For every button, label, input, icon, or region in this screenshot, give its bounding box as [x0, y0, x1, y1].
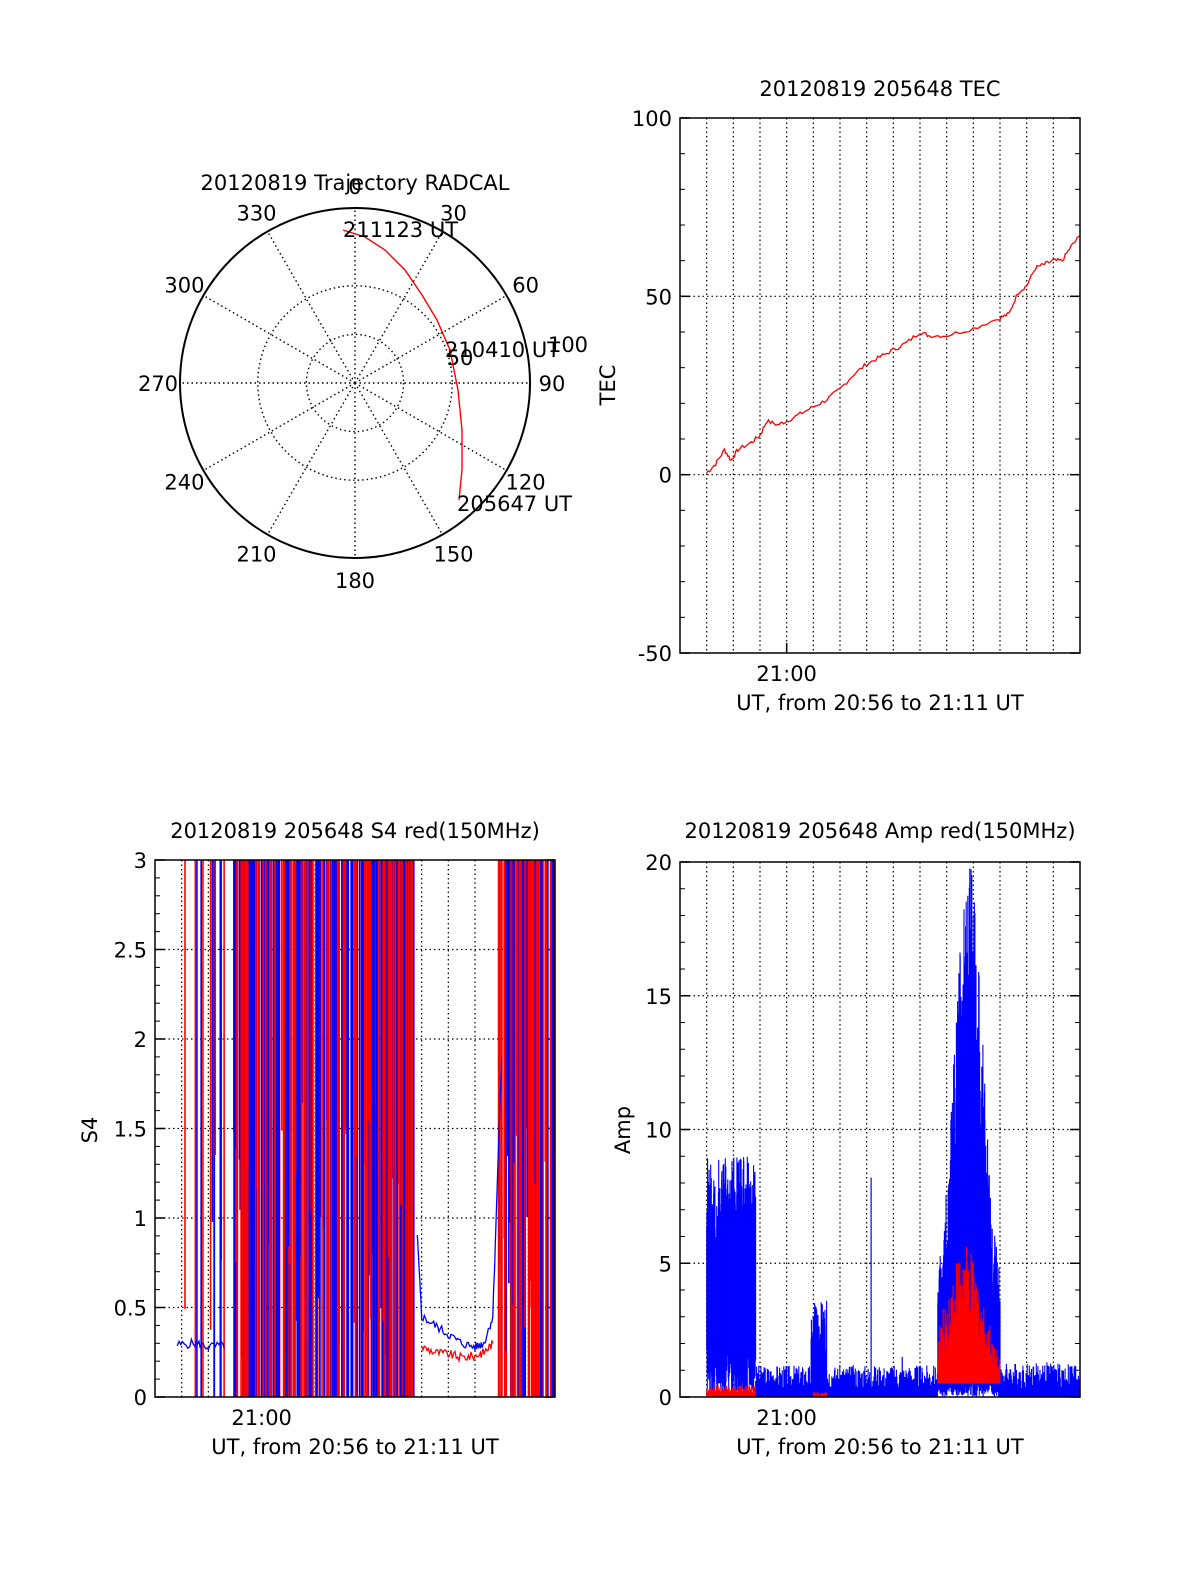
amp-plot-area: 0 5 10 15 20 21:00 — [645, 851, 1081, 1430]
s4-title: 20120819 205648 S4 red(150MHz) — [170, 819, 540, 843]
polar-angle-tick-label: 90 — [539, 372, 566, 396]
traces — [176, 860, 556, 1397]
traces — [706, 235, 1081, 474]
amp-title: 20120819 205648 Amp red(150MHz) — [684, 819, 1075, 843]
amp-trace — [999, 1362, 1081, 1397]
y-tick-label: 15 — [645, 985, 672, 1009]
plot-frame — [679, 117, 1081, 654]
polar-angle-tick-label: 300 — [164, 274, 204, 298]
polar-grid — [179, 207, 531, 559]
x-tick-label: 21:00 — [231, 1406, 292, 1430]
amp-ylabel: Amp — [611, 1106, 635, 1154]
series-line-red — [706, 235, 1081, 474]
polar-angle-tick-label: 120 — [506, 471, 546, 495]
y-tick-label: 1.5 — [114, 1118, 147, 1142]
polar-angle-tick-label: 0 — [348, 175, 361, 199]
amp-trace — [706, 1385, 757, 1397]
s4-ylabel: S4 — [78, 1117, 102, 1144]
y-tick-label: 2 — [134, 1028, 147, 1052]
y-tick-label: 10 — [645, 1119, 672, 1143]
tec-title: 20120819 205648 TEC — [759, 77, 1000, 101]
amp-trace — [937, 1246, 1001, 1384]
y-tick-label: 100 — [632, 107, 672, 131]
trajectory-line — [342, 229, 463, 501]
amp-trace — [755, 1364, 938, 1397]
y-tick-label: 1 — [134, 1207, 147, 1231]
polar-angle-tick-label: 240 — [164, 471, 204, 495]
amp-trace — [706, 1156, 757, 1397]
y-tick-label: 50 — [645, 285, 672, 309]
s4-chart: 20120819 205648 S4 red(150MHz) S4 UT, fr… — [78, 819, 556, 1459]
tec-plot-area: -50 0 50 100 21:00 — [632, 107, 1081, 686]
tec-xlabel: UT, from 20:56 to 21:11 UT — [736, 691, 1024, 715]
y-tick-label: 0.5 — [114, 1297, 147, 1321]
polar-annotations: 211123 UT 210410 UT 205647 UT — [343, 218, 572, 516]
y-tick-label: 20 — [645, 851, 672, 875]
y-tick-label: 3 — [134, 849, 147, 873]
y-tick-label: 2.5 — [114, 939, 147, 963]
polar-inner-ring-grid — [305, 333, 405, 433]
polar-angle-tick-label: 330 — [236, 201, 276, 225]
y-tick-label: 0 — [659, 1386, 672, 1410]
amp-chart: 20120819 205648 Amp red(150MHz) Amp UT, … — [611, 819, 1081, 1459]
trajectory-time-label: 211123 UT — [343, 218, 458, 242]
y-tick-label: 5 — [659, 1252, 672, 1276]
polar-spoke-grid — [266, 382, 356, 535]
amp-trace — [810, 1300, 828, 1397]
x-tick-label: 21:00 — [756, 1406, 817, 1430]
polar-angle-tick-label: 150 — [433, 543, 473, 567]
series-line-blue — [176, 1337, 225, 1351]
plot-frame — [154, 859, 556, 1398]
polar-outer-circle — [179, 207, 531, 559]
series-line-red — [421, 1340, 494, 1364]
y-tick-label: -50 — [638, 642, 672, 666]
polar-radial-tick-label: 100 — [548, 333, 588, 357]
polar-angle-tick-label: 180 — [335, 569, 375, 593]
polar-angle-tick-label: 30 — [440, 201, 467, 225]
polar-trajectory — [342, 229, 463, 501]
tec-chart: 20120819 205648 TEC TEC UT, from 20:56 t… — [596, 77, 1081, 715]
series-line-blue — [416, 1056, 503, 1351]
polar-angle-tick-label: 60 — [512, 274, 539, 298]
x-tick-label: 21:00 — [756, 662, 817, 686]
traces — [706, 868, 1081, 1397]
polar-trajectory-chart: 20120819 Trajectory RADCAL 0 30 60 90 120 150… — [138, 171, 588, 593]
tec-ylabel: TEC — [596, 365, 620, 407]
polar-angle-tick-label: 210 — [236, 543, 276, 567]
trajectory-time-label: 205647 UT — [457, 492, 572, 516]
polar-ring-grid — [257, 285, 453, 481]
s4-plot-area: 0 0.5 1 1.5 2 2.5 3 21:00 — [114, 849, 556, 1430]
y-tick-label: 0 — [134, 1386, 147, 1410]
plot-frame — [679, 861, 1081, 1398]
y-tick-label: 0 — [659, 464, 672, 488]
polar-spoke-grid — [203, 294, 356, 384]
amp-xlabel: UT, from 20:56 to 21:11 UT — [736, 1435, 1024, 1459]
s4-xlabel: UT, from 20:56 to 21:11 UT — [211, 1435, 499, 1459]
polar-angle-tick-label: 270 — [138, 372, 178, 396]
polar-title: 20120819 Trajectory RADCAL — [201, 171, 510, 195]
trajectory-time-label: 210410 UT — [445, 338, 560, 362]
polar-spoke-grid — [354, 382, 507, 472]
